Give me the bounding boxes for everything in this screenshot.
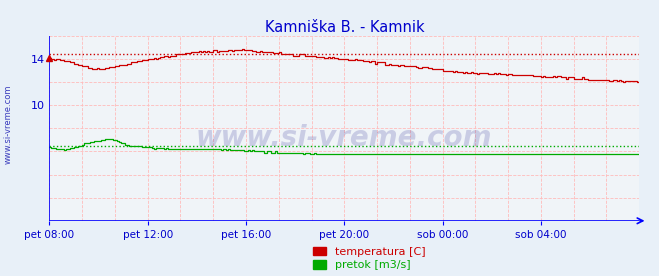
- Title: Kamniška B. - Kamnik: Kamniška B. - Kamnik: [264, 20, 424, 35]
- Text: www.si-vreme.com: www.si-vreme.com: [196, 124, 492, 152]
- Text: www.si-vreme.com: www.si-vreme.com: [3, 84, 13, 164]
- Legend: temperatura [C], pretok [m3/s]: temperatura [C], pretok [m3/s]: [312, 246, 426, 270]
